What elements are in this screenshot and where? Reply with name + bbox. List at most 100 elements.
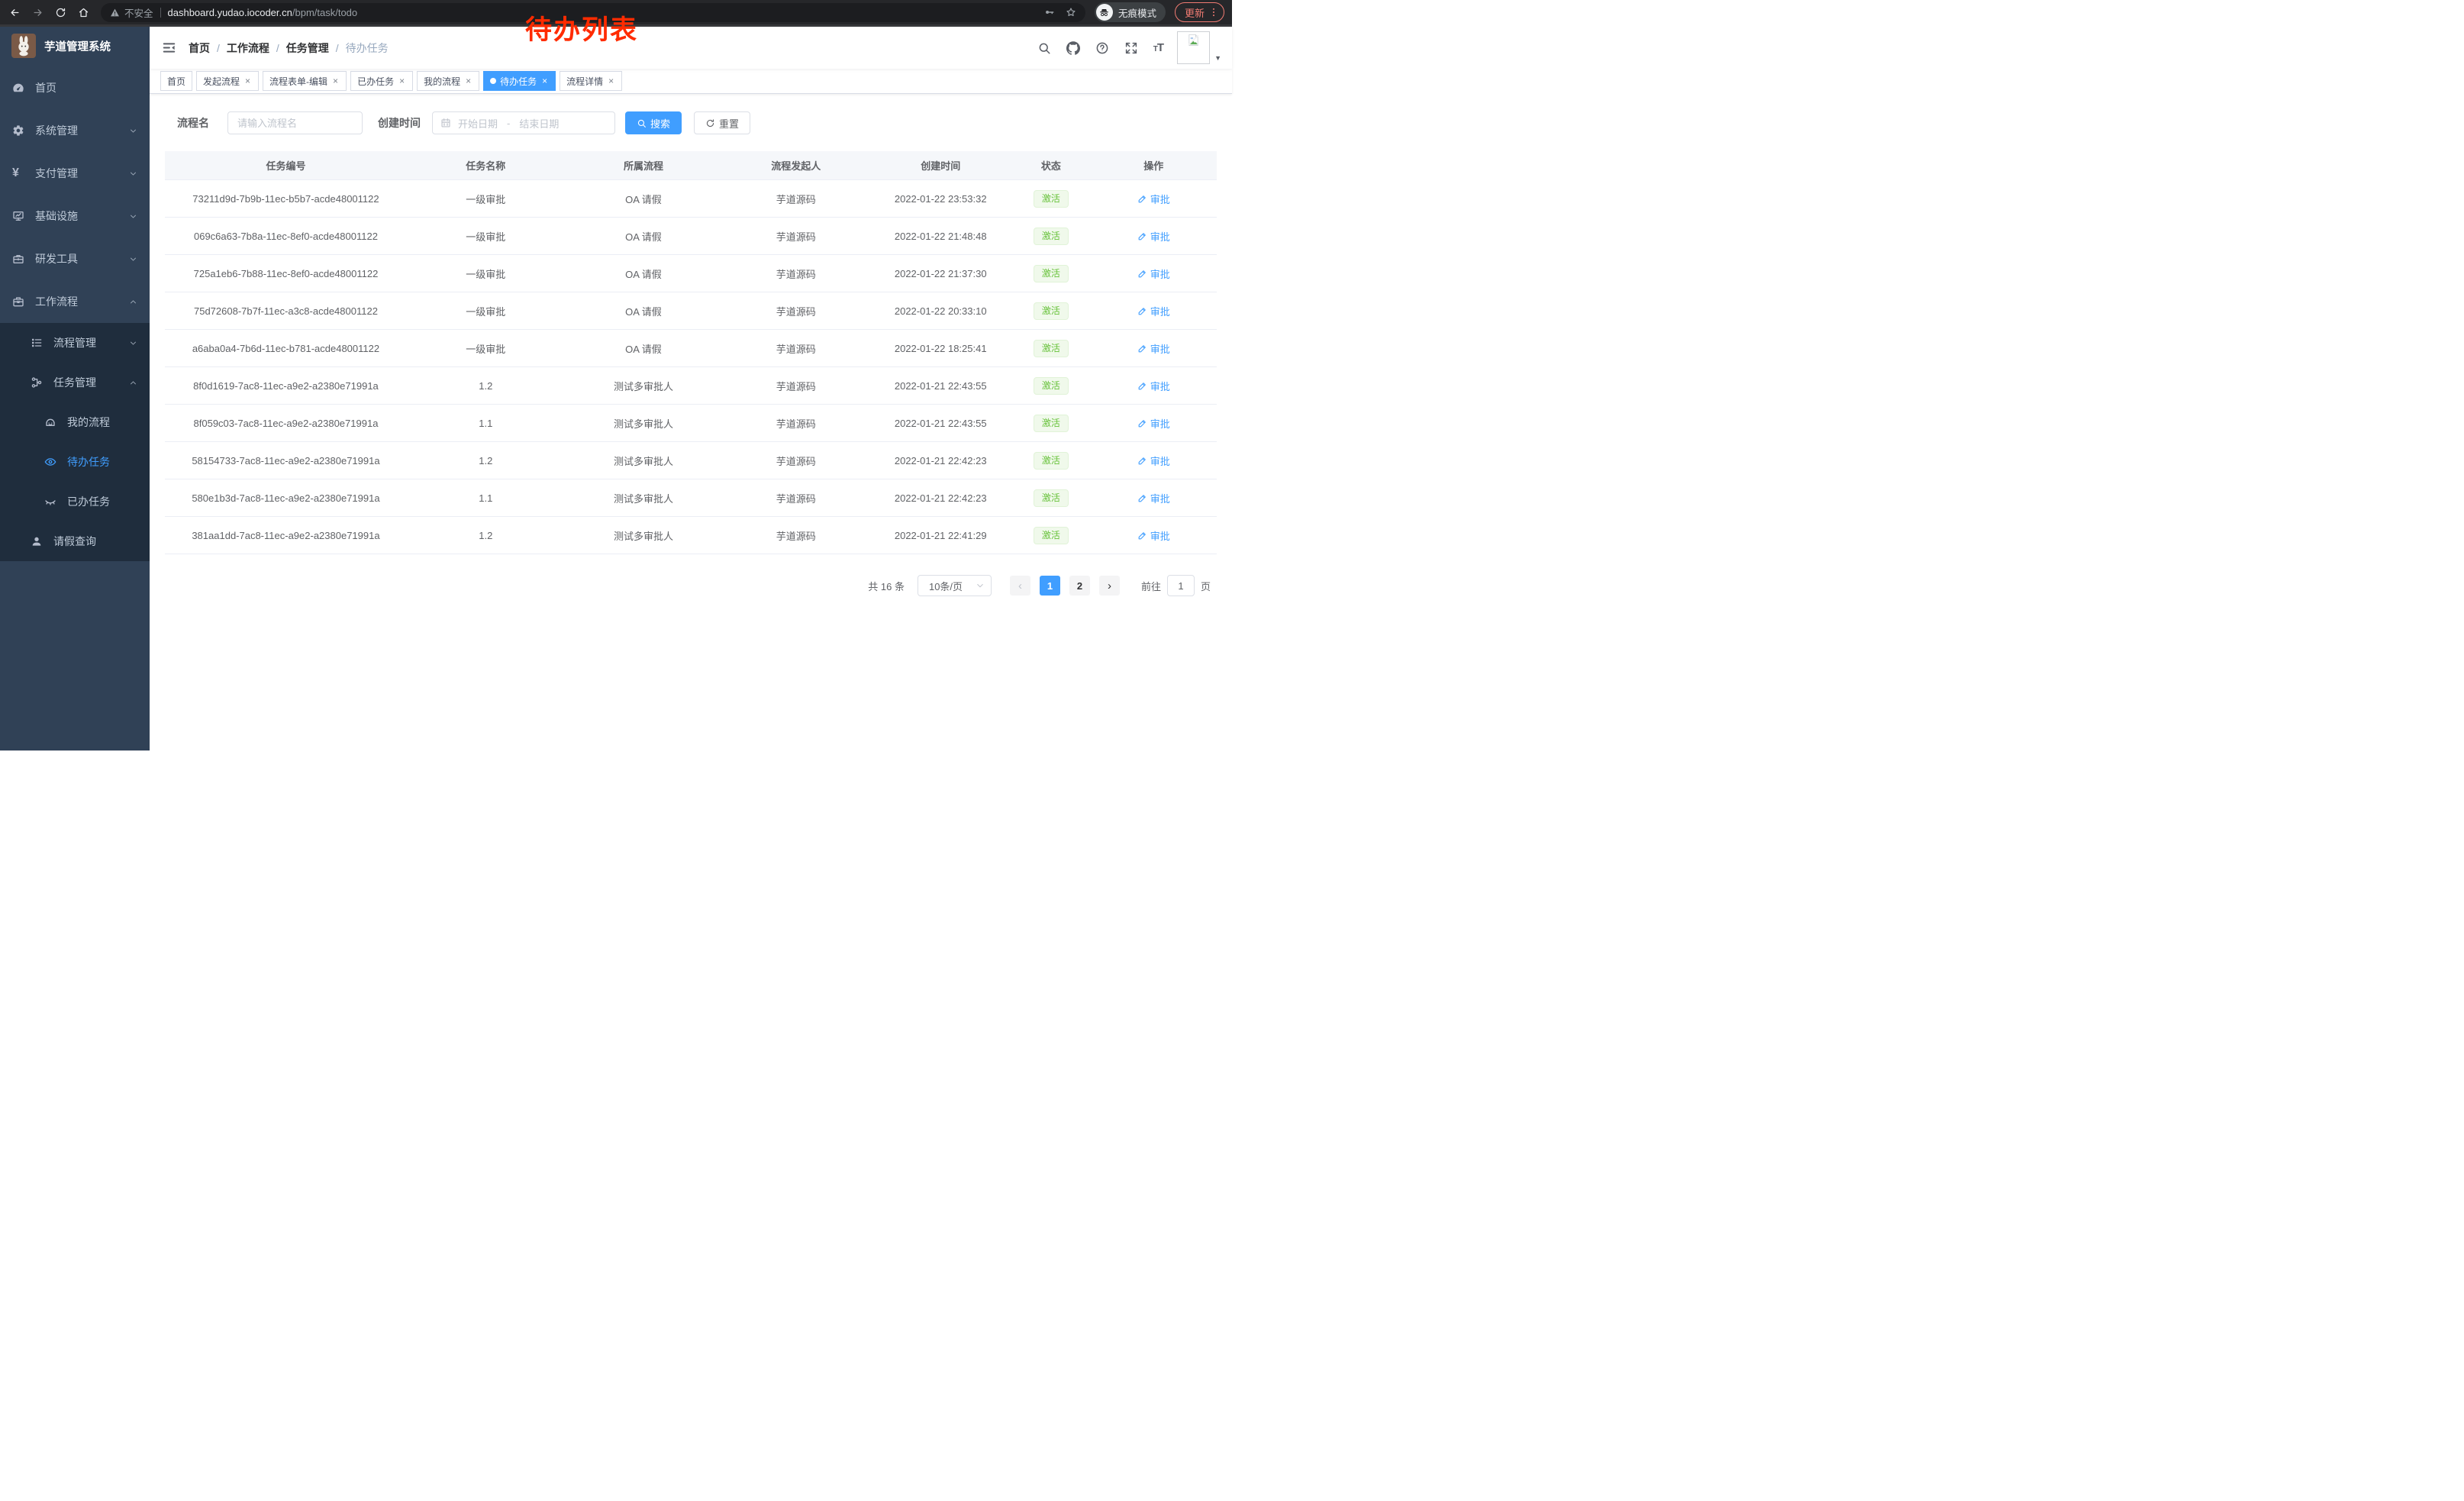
app-logo-row[interactable]: 芋道管理系统 <box>0 27 150 65</box>
browser-forward-icon[interactable] <box>32 7 44 18</box>
sidebar-item-task-mgmt[interactable]: 任务管理 <box>0 363 150 402</box>
avatar[interactable] <box>1177 31 1211 64</box>
next-page-button[interactable]: › <box>1098 576 1120 596</box>
sidebar-item-my-process[interactable]: 我的流程 <box>0 402 150 442</box>
browser-reload-icon[interactable] <box>55 7 66 18</box>
bookmark-star-icon[interactable] <box>1066 7 1076 18</box>
breadcrumb-home[interactable]: 首页 <box>189 41 210 54</box>
browser-home-icon[interactable] <box>78 7 89 18</box>
close-icon[interactable]: × <box>542 76 548 86</box>
approve-link[interactable]: 审批 <box>1137 266 1170 281</box>
close-icon[interactable]: × <box>245 76 251 86</box>
sidebar-item-todo-tasks[interactable]: 待办任务 <box>0 442 150 482</box>
status-badge: 激活 <box>1033 526 1069 544</box>
approve-label: 审批 <box>1150 343 1170 355</box>
tags-view-tab[interactable]: 首页 <box>160 71 193 91</box>
sidebar-item-process-mgmt[interactable]: 流程管理 <box>0 323 150 363</box>
cell-process: OA 请假 <box>625 343 662 355</box>
page-size-select[interactable]: 10条/页 <box>917 575 992 596</box>
cell-starter: 芋道源码 <box>776 343 816 355</box>
cell-created-time: 2022-01-22 18:25:41 <box>894 342 987 354</box>
close-icon[interactable]: × <box>333 76 339 86</box>
approve-link[interactable]: 审批 <box>1137 454 1170 468</box>
search-button-label: 搜索 <box>650 118 671 130</box>
reset-button[interactable]: 重置 <box>694 111 751 134</box>
tags-view-tab[interactable]: 流程详情 × <box>560 71 623 91</box>
pencil-icon <box>1137 456 1147 466</box>
prev-page-button[interactable]: ‹ <box>1009 576 1030 596</box>
pencil-icon <box>1137 269 1147 279</box>
process-name-input[interactable] <box>227 111 363 134</box>
sidebar-item-system[interactable]: 系统管理 <box>0 109 150 152</box>
sidebar-item-payment[interactable]: ¥ 支付管理 <box>0 152 150 195</box>
help-icon[interactable] <box>1088 27 1117 69</box>
search-icon[interactable] <box>1030 27 1059 69</box>
cell-task-id: 75d72608-7b7f-11ec-a3c8-acde48001122 <box>193 305 378 317</box>
table-row: 725a1eb6-7b88-11ec-8ef0-acde48001122 一级审… <box>165 255 1217 292</box>
breadcrumb-task-mgmt[interactable]: 任务管理 <box>285 41 329 54</box>
tags-view-tab[interactable]: 已办任务 × <box>350 71 414 91</box>
tags-view-tab[interactable]: 发起流程 × <box>196 71 260 91</box>
address-bar[interactable]: 不安全 dashboard.yudao.iocoder.cn/bpm/task/… <box>101 2 1085 22</box>
sidebar-item-dev-tools[interactable]: 研发工具 <box>0 237 150 280</box>
page-button[interactable]: 1 <box>1039 576 1060 596</box>
approve-label: 审批 <box>1150 455 1170 467</box>
process-name-label: 流程名 <box>177 117 209 129</box>
page-button[interactable]: 2 <box>1069 576 1090 596</box>
breadcrumb-workflow[interactable]: 工作流程 <box>226 41 269 54</box>
cell-task-name: 一级审批 <box>466 231 506 243</box>
eye-icon <box>44 456 56 468</box>
cell-task-name: 1.1 <box>479 417 493 429</box>
approve-link[interactable]: 审批 <box>1137 192 1170 206</box>
sidebar-item-label: 研发工具 <box>35 253 78 265</box>
sidebar-item-leave-query[interactable]: 请假查询 <box>0 521 150 561</box>
cell-task-id: 73211d9d-7b9b-11ec-b5b7-acde48001122 <box>192 192 379 205</box>
navbar-right: TT ▼ <box>1030 27 1232 69</box>
approve-link[interactable]: 审批 <box>1137 341 1170 356</box>
sidebar-item-label: 我的流程 <box>67 416 110 428</box>
sidebar-item-workflow[interactable]: 工作流程 <box>0 280 150 323</box>
tags-view-tab[interactable]: 待办任务 × <box>483 71 556 91</box>
create-time-label: 创建时间 <box>378 117 421 129</box>
avatar-dropdown-caret-icon[interactable]: ▼ <box>1214 54 1221 62</box>
approve-link[interactable]: 审批 <box>1137 416 1170 431</box>
key-icon[interactable] <box>1044 7 1055 18</box>
chevron-down-icon <box>129 169 137 178</box>
status-badge: 激活 <box>1033 376 1069 395</box>
goto-page-input[interactable] <box>1166 575 1195 596</box>
cell-process: 测试多审批人 <box>613 530 673 542</box>
github-icon[interactable] <box>1059 27 1088 69</box>
toolbox-icon <box>12 253 24 265</box>
table-row: a6aba0a4-7b6d-11ec-b781-acde48001122 一级审… <box>165 330 1217 367</box>
cell-process: 测试多审批人 <box>613 418 673 430</box>
search-button[interactable]: 搜索 <box>625 111 682 134</box>
sidebar-item-home[interactable]: 首页 <box>0 66 150 109</box>
total-count: 共 16 条 <box>868 580 905 592</box>
close-icon[interactable]: × <box>399 76 405 86</box>
tags-view-tab[interactable]: 流程表单-编辑 × <box>263 71 347 91</box>
cell-task-id: 381aa1dd-7ac8-11ec-a9e2-a2380e71991a <box>192 529 380 541</box>
close-icon[interactable]: × <box>608 76 614 86</box>
date-range-picker[interactable]: 开始日期 - 结束日期 <box>432 111 615 134</box>
cell-starter: 芋道源码 <box>776 418 816 430</box>
sidebar-item-done-tasks[interactable]: 已办任务 <box>0 482 150 521</box>
eye-closed-icon <box>44 495 56 508</box>
approve-link[interactable]: 审批 <box>1137 229 1170 244</box>
cell-created-time: 2022-01-22 21:48:48 <box>894 230 987 242</box>
status-badge: 激活 <box>1033 489 1069 507</box>
approve-link[interactable]: 审批 <box>1137 379 1170 393</box>
approve-link[interactable]: 审批 <box>1137 491 1170 505</box>
font-size-icon[interactable]: TT <box>1153 41 1164 54</box>
cell-task-name: 一级审批 <box>466 343 506 355</box>
close-icon[interactable]: × <box>466 76 472 86</box>
sidebar-item-infrastructure[interactable]: 基础设施 <box>0 195 150 237</box>
fullscreen-icon[interactable] <box>1117 27 1146 69</box>
approve-link[interactable]: 审批 <box>1137 528 1170 543</box>
sidebar-collapse-icon[interactable] <box>150 40 189 55</box>
browser-back-icon[interactable] <box>9 7 21 18</box>
pencil-icon <box>1137 493 1147 503</box>
tags-view-tab[interactable]: 我的流程 × <box>417 71 480 91</box>
column-header: 创建时间 <box>921 160 961 172</box>
update-menu-button[interactable]: 更新 <box>1174 2 1224 22</box>
approve-link[interactable]: 审批 <box>1137 304 1170 318</box>
